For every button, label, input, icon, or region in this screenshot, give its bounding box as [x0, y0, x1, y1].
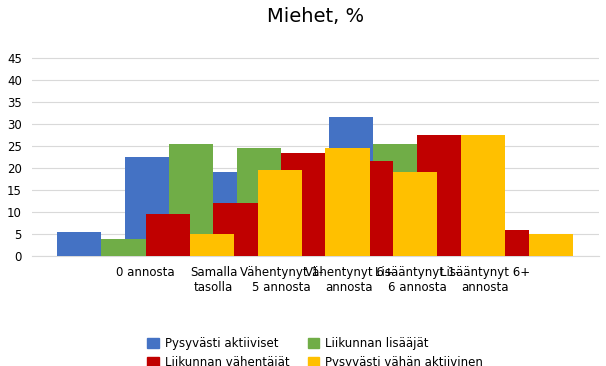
Bar — [417, 135, 461, 256]
Bar — [325, 148, 370, 256]
Bar — [393, 172, 438, 256]
Title: Miehet, %: Miehet, % — [267, 7, 364, 26]
Bar — [349, 161, 393, 256]
Legend: Pysyvästi aktiiviset, Liikunnan vähentäjät, Liikunnan lisääjät, Pysyvästi vähän : Pysyvästi aktiiviset, Liikunnan vähentäj… — [143, 333, 488, 366]
Bar — [485, 230, 529, 256]
Bar — [305, 188, 349, 256]
Bar — [461, 135, 505, 256]
Bar — [441, 232, 485, 256]
Bar — [125, 157, 169, 256]
Bar — [101, 239, 145, 256]
Bar — [329, 117, 373, 256]
Bar — [281, 153, 325, 256]
Bar — [58, 232, 101, 256]
Bar — [193, 172, 237, 256]
Bar — [237, 148, 281, 256]
Bar — [397, 230, 441, 256]
Bar — [261, 186, 305, 256]
Bar — [190, 234, 234, 256]
Bar — [373, 144, 417, 256]
Bar — [258, 170, 302, 256]
Bar — [145, 214, 190, 256]
Bar — [213, 203, 258, 256]
Bar — [169, 144, 213, 256]
Bar — [529, 234, 573, 256]
